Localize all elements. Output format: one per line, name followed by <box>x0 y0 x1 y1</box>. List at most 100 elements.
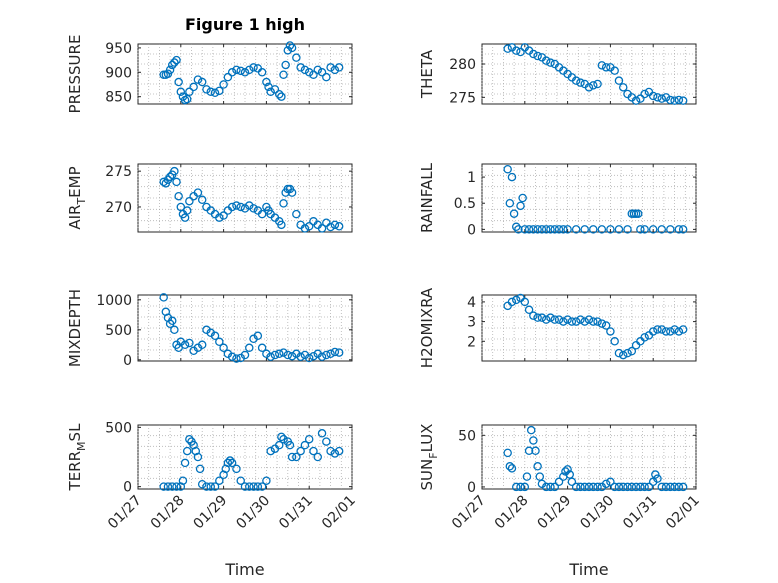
data-point <box>197 480 207 489</box>
data-point <box>529 436 538 445</box>
data-point <box>593 317 602 326</box>
data-point <box>623 482 632 492</box>
data-point <box>304 68 314 77</box>
data-point <box>606 477 615 487</box>
x-tick-label: 01/31 <box>276 493 316 533</box>
data-point <box>597 225 607 234</box>
data-point <box>185 338 194 348</box>
data-point <box>546 225 555 234</box>
data-point <box>546 313 555 322</box>
data-point <box>172 177 181 187</box>
data-point <box>601 63 611 72</box>
data-point <box>159 482 168 491</box>
y-tick-label: 270 <box>105 200 132 216</box>
data-point <box>176 87 186 97</box>
data-point <box>245 343 254 353</box>
data-point <box>640 225 649 234</box>
data-point <box>518 193 527 203</box>
data-point <box>666 225 675 234</box>
data-point <box>503 44 512 53</box>
data-point <box>666 482 675 492</box>
data-point <box>232 65 241 75</box>
data-point <box>215 86 224 96</box>
data-point <box>167 316 177 326</box>
subplot-7: 01/27 01/28 01/29 01/30 01/31 02/01 0 500 TERRMS… <box>66 420 359 532</box>
data-point <box>623 225 632 234</box>
data-point <box>326 446 335 456</box>
data-point <box>292 53 301 62</box>
data-point <box>541 225 551 234</box>
data-point <box>550 315 560 324</box>
data-point <box>197 77 207 87</box>
data-point <box>283 46 293 55</box>
data-point <box>326 349 335 359</box>
data-point <box>210 331 220 341</box>
data-point <box>567 477 577 487</box>
data-point <box>653 325 662 334</box>
data-point <box>674 225 684 234</box>
data-point <box>279 348 288 357</box>
data-point <box>571 225 581 234</box>
y-tick-label: 3 <box>467 315 476 331</box>
data-point <box>185 434 194 444</box>
data-point <box>559 225 568 234</box>
data-point <box>516 201 525 211</box>
data-point <box>180 458 190 468</box>
data-point <box>223 72 233 82</box>
data-point <box>292 209 301 219</box>
data-point <box>541 56 551 65</box>
data-point <box>322 218 331 227</box>
data-point <box>531 446 540 456</box>
data-point <box>285 41 295 50</box>
data-point <box>661 93 671 102</box>
data-point <box>189 82 198 92</box>
data-point <box>563 315 572 324</box>
data-point <box>330 220 340 230</box>
data-point <box>330 347 340 357</box>
data-point <box>511 46 521 55</box>
data-point <box>636 225 645 234</box>
data-point <box>232 464 241 474</box>
data-point <box>300 440 310 450</box>
data-point <box>309 351 318 361</box>
data-point <box>313 65 323 75</box>
data-point <box>236 66 245 76</box>
data-point <box>597 319 607 328</box>
data-point <box>580 482 589 492</box>
data-point <box>197 340 207 350</box>
data-point <box>593 482 602 492</box>
x-tick-label: 01/29 <box>535 493 575 533</box>
y-tick-label: 280 <box>449 57 476 73</box>
subplot-8: 01/27 01/28 01/29 01/30 01/31 02/01 0 50 SUNFLUX <box>418 424 703 533</box>
data-point <box>334 348 344 357</box>
data-point <box>180 340 190 350</box>
data-point <box>580 225 589 234</box>
data-point <box>550 482 560 492</box>
data-point <box>266 352 275 362</box>
data-point <box>257 482 267 491</box>
y-tick-label: 4 <box>467 295 476 311</box>
data-point <box>165 172 175 182</box>
data-point <box>285 440 295 450</box>
data-point <box>232 201 241 210</box>
data-point <box>640 89 649 99</box>
data-point <box>182 446 192 456</box>
subplot-grid: 850 900 950 PRESSURE 275 280 THETA 270 275 AIRTEM… <box>66 35 703 533</box>
data-point <box>601 479 611 489</box>
data-point <box>322 72 331 82</box>
data-point <box>584 83 594 92</box>
data-point <box>317 68 327 77</box>
y-tick-label: 500 <box>105 323 132 339</box>
x-tick-label: 01/27 <box>449 493 489 533</box>
subplot-5: 0 500 1000 MIXDEPTH <box>66 289 353 369</box>
data-point <box>274 89 284 99</box>
data-point <box>262 476 271 485</box>
data-point <box>614 225 624 234</box>
data-point <box>526 425 536 435</box>
data-point <box>563 225 572 234</box>
data-point <box>524 225 534 234</box>
data-point <box>550 225 560 234</box>
data-point <box>631 96 641 105</box>
data-point <box>524 446 534 456</box>
data-point <box>227 202 237 212</box>
